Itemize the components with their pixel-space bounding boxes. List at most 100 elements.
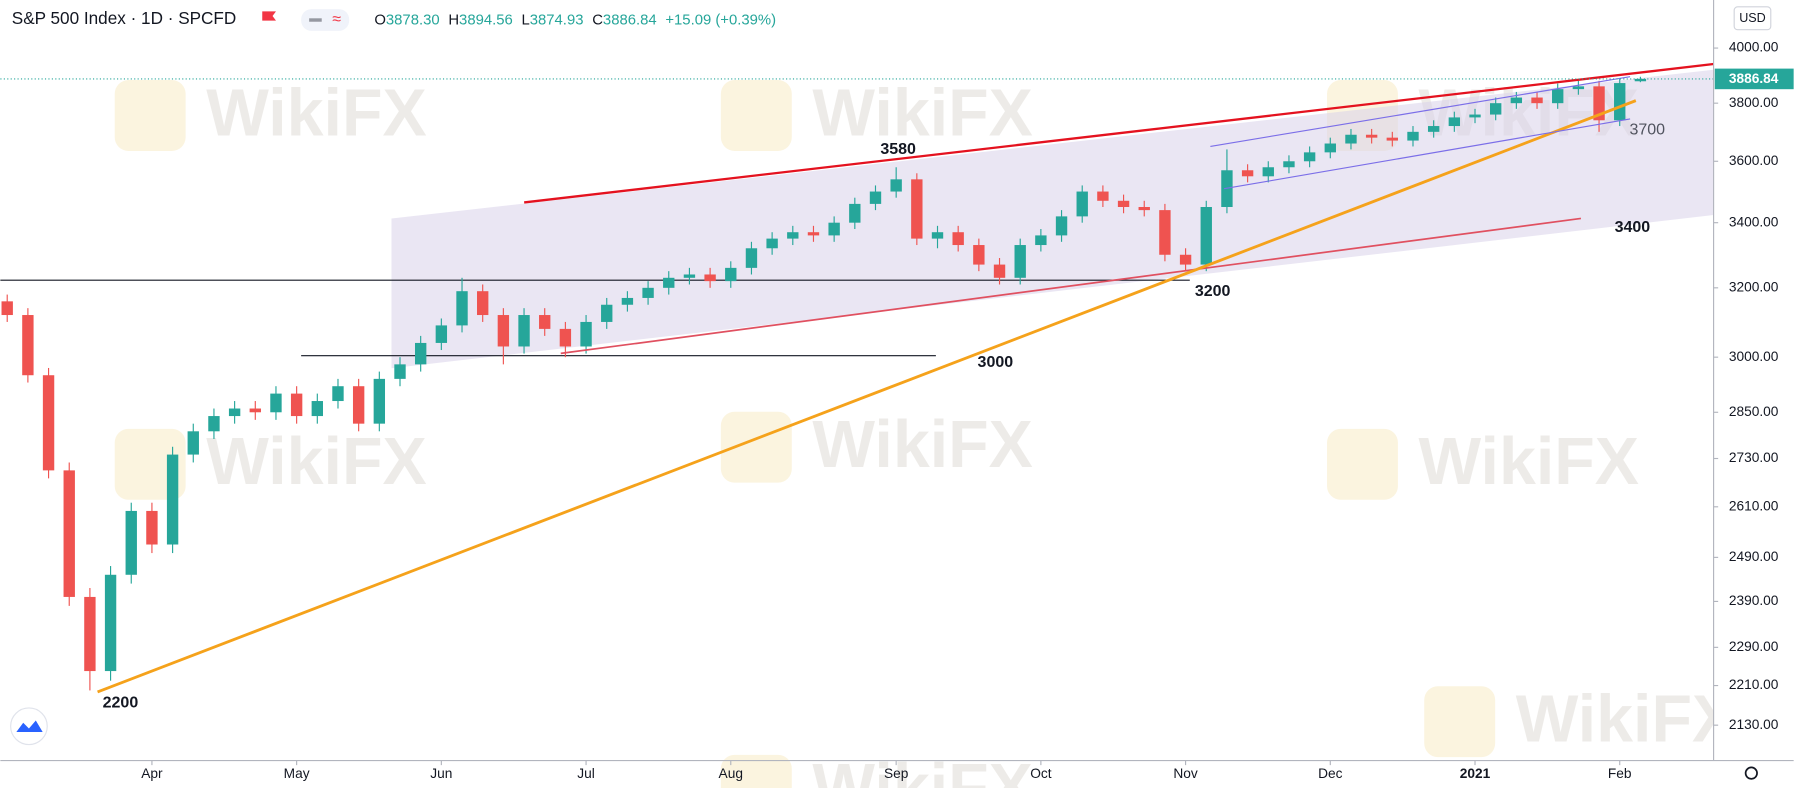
candle-body bbox=[249, 408, 261, 413]
level-label: 2200 bbox=[103, 695, 139, 712]
y-tick-label: 2850.00 bbox=[1729, 404, 1779, 419]
candle-body bbox=[1262, 167, 1274, 177]
candle-body bbox=[435, 325, 448, 343]
settings-button[interactable] bbox=[1744, 766, 1758, 780]
small-channel-line bbox=[1223, 118, 1631, 190]
toggle-icon: ≈ bbox=[332, 11, 341, 28]
x-tick-label: Jun bbox=[430, 766, 452, 781]
x-tick-label: Oct bbox=[1030, 766, 1052, 781]
candle-body bbox=[1303, 152, 1316, 162]
x-tick-label: Dec bbox=[1318, 766, 1343, 781]
candle-body bbox=[1, 301, 13, 316]
watermark: WikiFX bbox=[1419, 425, 1640, 499]
candle-body bbox=[952, 232, 964, 246]
x-tick-label: Feb bbox=[1608, 766, 1632, 781]
resistance-line bbox=[524, 62, 1714, 204]
ohlc: O3878.30 H3894.56 L3874.93 C3886.84 +15.… bbox=[374, 13, 776, 29]
ohlc-key: L bbox=[522, 13, 530, 29]
last-price-box bbox=[1714, 68, 1794, 90]
candle-body bbox=[787, 232, 799, 239]
candle-body bbox=[993, 264, 1006, 278]
candle-body bbox=[1469, 114, 1481, 118]
channel-fill bbox=[391, 69, 1714, 369]
watermark-logo bbox=[1327, 428, 1398, 500]
ohlc-value: 3878.30 bbox=[386, 13, 440, 29]
candle-body bbox=[1489, 103, 1502, 115]
candle-body bbox=[1283, 161, 1295, 168]
chart-title: S&P 500 Index · 1D · SPCFD bbox=[12, 8, 237, 28]
ohlc-key: C bbox=[592, 13, 603, 29]
flag-icon[interactable] bbox=[262, 11, 276, 21]
watermark-logo bbox=[1424, 686, 1496, 758]
toggle[interactable] bbox=[301, 9, 350, 31]
candle-body bbox=[704, 274, 716, 282]
logo-icon bbox=[16, 720, 43, 732]
level-label: 3580 bbox=[880, 141, 916, 158]
x-ticks: Apr May Jun Jul Aug Sep Oct Nov Dec 2021 Feb bbox=[141, 760, 1632, 781]
candle-body bbox=[601, 304, 613, 322]
candle-body bbox=[414, 342, 427, 365]
y-tick-label: 2130.00 bbox=[1729, 717, 1779, 732]
candle-body bbox=[766, 238, 778, 249]
y-tick-label: 2290.00 bbox=[1729, 639, 1779, 654]
candle-body bbox=[663, 277, 675, 288]
candle-body bbox=[539, 315, 551, 329]
x-tick-label: 2021 bbox=[1460, 766, 1491, 781]
candle-body bbox=[1531, 97, 1543, 104]
y-tick-label: 2210.00 bbox=[1729, 677, 1779, 692]
y-tick-label: 3800.00 bbox=[1729, 95, 1779, 110]
candle-body bbox=[42, 375, 55, 471]
candle-body bbox=[1614, 83, 1626, 121]
candle-body bbox=[683, 274, 696, 278]
currency: USD bbox=[1739, 11, 1766, 25]
watermark: WikiFX bbox=[812, 408, 1033, 482]
candle-body bbox=[1076, 191, 1088, 217]
watermark-logo bbox=[114, 80, 186, 151]
change: +15.09 (+0.39%) bbox=[665, 13, 776, 29]
x-tick-label: Jul bbox=[577, 766, 595, 781]
candle-body bbox=[869, 191, 882, 204]
candle-body bbox=[621, 297, 634, 305]
logo-button[interactable] bbox=[10, 707, 48, 746]
candle-body bbox=[146, 510, 158, 545]
candle-body bbox=[1510, 97, 1523, 104]
y-tick-label: 2490.00 bbox=[1729, 549, 1779, 564]
x-tick-label: May bbox=[284, 766, 310, 781]
candle-body bbox=[931, 232, 944, 239]
candle-body bbox=[1117, 200, 1130, 208]
level-label: 3700 bbox=[1629, 122, 1665, 139]
watermark: WikiFX bbox=[206, 425, 427, 499]
ohlc-value: 3874.93 bbox=[530, 13, 584, 29]
x-tick-label: Nov bbox=[1173, 766, 1198, 781]
candle-body bbox=[807, 232, 820, 236]
watermark: WikiFX bbox=[812, 76, 1033, 150]
x-tick-label: Apr bbox=[141, 766, 163, 781]
candle-body bbox=[477, 291, 489, 316]
candle-body bbox=[456, 291, 468, 326]
x-tick-label: Sep bbox=[884, 766, 909, 781]
candle-body bbox=[228, 408, 241, 417]
ohlc-key: H bbox=[448, 13, 459, 29]
candle-body bbox=[63, 470, 75, 597]
level-label: 3200 bbox=[1195, 283, 1231, 300]
small-channel-line bbox=[1210, 76, 1631, 147]
price-axis bbox=[1713, 0, 1794, 788]
candle-body bbox=[1241, 170, 1254, 177]
candle-body bbox=[1448, 117, 1461, 127]
candle-body bbox=[166, 454, 179, 545]
annotations: 3580 3000 3200 3700 3400 2200 bbox=[103, 122, 1666, 712]
candle-body bbox=[973, 245, 985, 265]
ohlc-value: 3886.84 bbox=[603, 13, 657, 29]
candle-body bbox=[332, 386, 344, 402]
candle-body bbox=[559, 328, 572, 347]
candle-body bbox=[1427, 126, 1440, 132]
currency-button[interactable] bbox=[1733, 6, 1772, 31]
candle-body bbox=[828, 222, 840, 236]
ohlc-key: O bbox=[374, 13, 386, 29]
ohlc-value: 3894.56 bbox=[459, 13, 513, 29]
y-tick-label: 2730.00 bbox=[1729, 450, 1779, 465]
candle-body bbox=[911, 179, 923, 239]
candle-body bbox=[311, 401, 323, 417]
candle-body bbox=[745, 248, 758, 268]
